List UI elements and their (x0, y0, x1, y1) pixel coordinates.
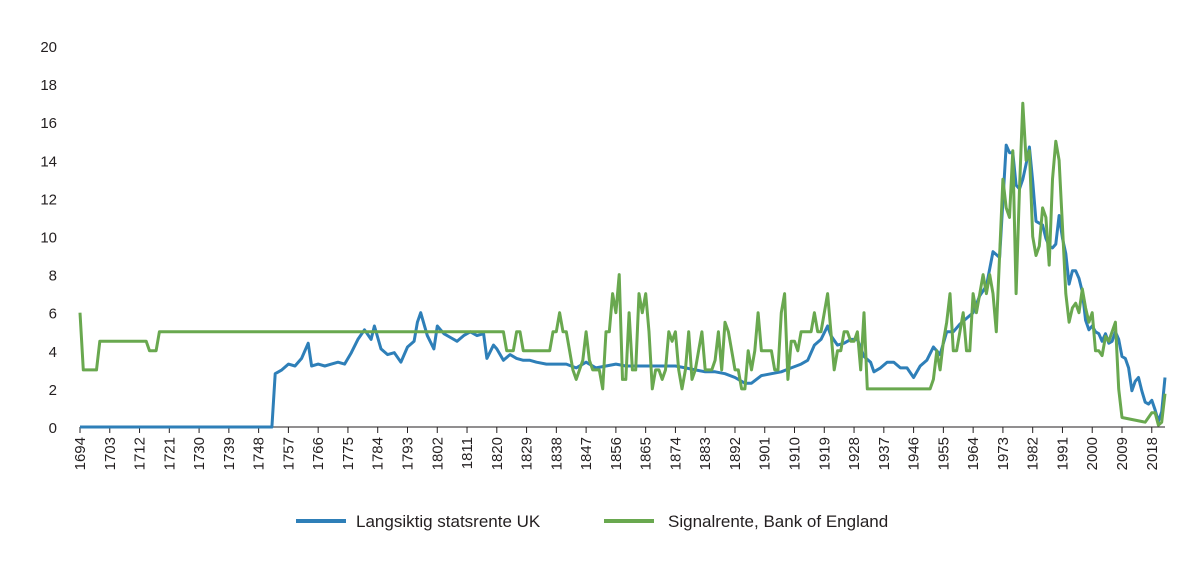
plot-area (78, 101, 1167, 429)
x-tick-label: 1811 (459, 437, 476, 469)
y-tick-label: 10 (40, 230, 57, 247)
x-tick-label: 1937 (876, 437, 893, 470)
x-tick-label: 1766 (310, 437, 327, 470)
x-tick-label: 1820 (489, 437, 506, 470)
y-tick-label: 16 (40, 115, 57, 132)
x-tick-label: 1730 (191, 437, 208, 470)
x-tick-label: 1784 (370, 437, 387, 470)
y-tick-label: 4 (49, 344, 57, 361)
x-tick-label: 1694 (72, 437, 89, 470)
x-tick-label: 1901 (757, 437, 774, 470)
x-tick-label: 2000 (1084, 437, 1101, 470)
x-tick-label: 1757 (280, 437, 297, 470)
series-line-signalrente (78, 101, 1167, 427)
x-tick-label: 1874 (667, 437, 684, 470)
x-tick-label: 1892 (727, 437, 744, 470)
x-tick-label: 1865 (638, 437, 655, 470)
x-tick-label: 1946 (906, 437, 923, 470)
x-tick-label: 1973 (995, 437, 1012, 470)
x-tick-label: 1919 (816, 437, 833, 470)
x-tick-label: 1910 (787, 437, 804, 470)
x-tick-label: 1775 (340, 437, 357, 470)
y-tick-label: 18 (40, 77, 57, 94)
y-tick-label: 20 (40, 39, 57, 56)
x-tick-label: 1964 (965, 437, 982, 470)
y-tick-label: 2 (49, 382, 57, 399)
y-tick-label: 6 (49, 306, 57, 323)
legend-label-statsrente: Langsiktig statsrente UK (356, 512, 541, 531)
x-axis: 1694 1703 1712 1721 1730 1739 1748 1757 1766 1775… (72, 427, 1161, 470)
legend: Langsiktig statsrente UK Signalrente, Ba… (296, 512, 888, 531)
x-tick-label: 1748 (251, 437, 268, 470)
x-tick-label: 2018 (1144, 437, 1161, 470)
x-tick-label: 1982 (1025, 437, 1042, 470)
y-axis: 0 2 4 6 8 10 12 14 16 18 20 (40, 39, 57, 437)
x-tick-label: 1883 (697, 437, 714, 470)
x-tick-label: 1721 (161, 437, 178, 470)
series-line-statsrente (80, 143, 1167, 429)
x-tick-label: 1847 (578, 437, 595, 470)
x-tick-label: 1829 (519, 437, 536, 470)
x-tick-label: 1856 (608, 437, 625, 470)
x-tick-label: 1955 (935, 437, 952, 470)
x-tick-label: 1793 (399, 437, 416, 470)
y-tick-label: 12 (40, 191, 57, 208)
x-tick-label: 1739 (221, 437, 238, 470)
x-tick-label: 1838 (548, 437, 565, 470)
y-tick-label: 8 (49, 268, 57, 285)
x-tick-label: 1703 (102, 437, 119, 470)
x-tick-label: 1802 (429, 437, 446, 470)
x-tick-label: 1991 (1054, 437, 1071, 470)
x-tick-label: 2009 (1114, 437, 1131, 470)
x-tick-label: 1712 (132, 437, 149, 470)
x-tick-label: 1928 (846, 437, 863, 470)
legend-label-signalrente: Signalrente, Bank of England (668, 512, 888, 531)
y-tick-label: 14 (40, 153, 57, 170)
y-tick-label: 0 (49, 420, 57, 437)
